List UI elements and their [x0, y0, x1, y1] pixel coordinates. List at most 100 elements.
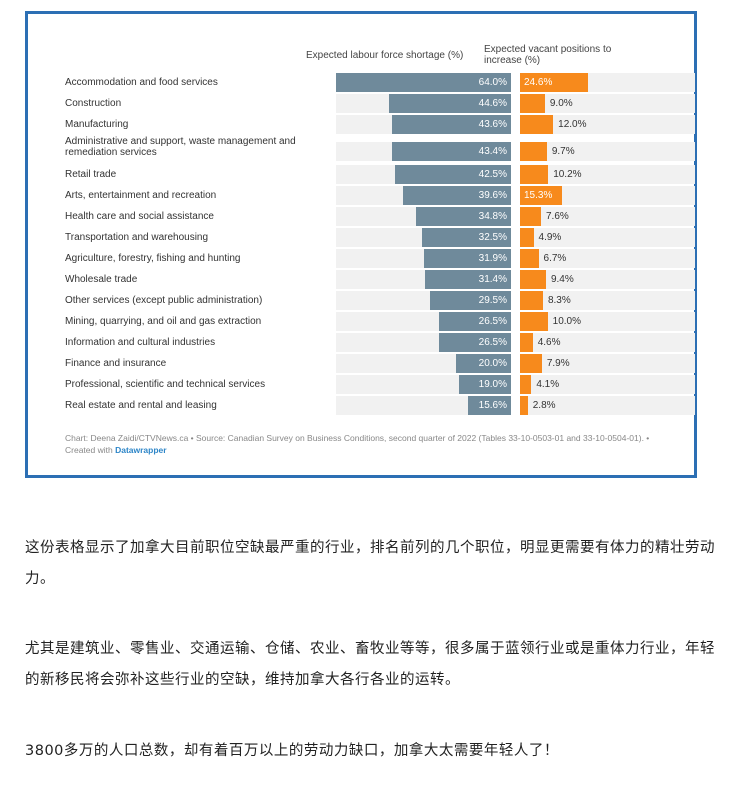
paragraph-1: 这份表格显示了加拿大目前职位空缺最严重的行业，排名前列的几个职位，明显更需要有体… [25, 540, 715, 587]
vacant-track [520, 186, 695, 205]
category-label: Administrative and support, waste manage… [65, 136, 296, 158]
category-label: Construction [65, 98, 122, 109]
paragraph-3: 3800多万的人口总数，却有着百万以上的劳动力缺口，加拿大太需要年轻人了！ [25, 743, 559, 759]
category-label: Professional, scientific and technical s… [65, 379, 266, 390]
vacant-value-label: 4.9% [538, 232, 562, 243]
paragraph-2: 尤其是建筑业、零售业、交通运输、仓储、农业、畜牧业等等，很多属于蓝领行业或是重体… [25, 641, 715, 688]
category-label: Wholesale trade [65, 274, 138, 285]
chart-row: Health care and social assistance 34.8% 7.… [65, 207, 695, 228]
vacant-track [520, 396, 695, 415]
chart-row: Finance and insurance 20.0% 7.9% [65, 354, 695, 375]
category-label: Agriculture, forestry, fishing and hunti… [65, 253, 241, 264]
chart-row: Manufacturing 43.6% 12.0% [65, 115, 695, 136]
vacant-track [520, 165, 695, 184]
shortage-value-label: 43.4% [478, 146, 507, 157]
vacant-bar [520, 333, 533, 352]
vacant-bar [520, 115, 554, 134]
vacant-value-label: 24.6% [524, 77, 553, 88]
vacant-track [520, 354, 695, 373]
category-label: Mining, quarrying, and oil and gas extra… [65, 316, 262, 327]
chart-row: Agriculture, forestry, fishing and hunti… [65, 249, 695, 270]
shortage-value-label: 15.6% [478, 400, 507, 411]
shortage-value-label: 44.6% [478, 98, 507, 109]
shortage-bar [336, 73, 511, 92]
shortage-bar [415, 207, 511, 226]
vacant-bar [520, 228, 534, 247]
vacant-bar [520, 249, 539, 268]
shortage-bar [394, 165, 511, 184]
shortage-value-label: 19.0% [478, 379, 507, 390]
shortage-bar [438, 312, 511, 331]
vacant-track [520, 333, 695, 352]
vacant-bar [520, 94, 545, 113]
vacant-track [520, 94, 695, 113]
shortage-bar [423, 249, 511, 268]
shortage-value-label: 39.6% [478, 190, 507, 201]
vacant-value-label: 4.6% [537, 337, 561, 348]
vacant-track [520, 228, 695, 247]
vacant-bar [520, 186, 563, 205]
footer-text: Chart: Deena Zaidi/CTVNews.ca • Source: … [65, 433, 650, 455]
chart-footer: Chart: Deena Zaidi/CTVNews.ca • Source: … [65, 432, 665, 456]
vacant-value-label: 8.3% [547, 295, 571, 306]
shortage-value-label: 42.5% [478, 169, 507, 180]
shortage-bar [402, 186, 511, 205]
chart-row: Administrative and support, waste manage… [65, 136, 695, 161]
chart-row: Wholesale trade 31.4% 9.4% [65, 270, 695, 291]
vacant-value-label: 10.2% [553, 169, 582, 180]
chart-row: Construction 44.6% 9.0% [65, 94, 695, 115]
datawrapper-link[interactable]: Datawrapper [115, 445, 167, 455]
vacant-value-label: 2.8% [532, 400, 556, 411]
shortage-bar [459, 375, 511, 394]
shortage-value-label: 31.9% [478, 253, 507, 264]
vacant-value-label: 9.7% [551, 146, 575, 157]
category-label: Other services (except public administra… [65, 295, 263, 306]
shortage-bar [468, 396, 511, 415]
vacant-track [520, 207, 695, 226]
chart-frame: Expected labour force shortage (%) Expec… [25, 11, 697, 478]
category-label: Accommodation and food services [65, 77, 218, 88]
vacant-bar [520, 396, 528, 415]
vacant-track [520, 115, 695, 134]
vacant-value-label: 9.0% [549, 98, 573, 109]
chart-row: Other services (except public administra… [65, 291, 695, 312]
shortage-bar [422, 228, 511, 247]
shortage-bar [430, 291, 511, 310]
chart-row: Retail trade 42.5% 10.2% [65, 165, 695, 186]
vacant-bar [520, 312, 548, 331]
vacant-value-label: 7.9% [546, 358, 570, 369]
shortage-column-header: Expected labour force shortage (%) [306, 50, 464, 61]
vacant-column-header: Expected vacant positions to increase (%… [484, 44, 612, 66]
category-label: Transportation and warehousing [65, 232, 209, 243]
vacant-bar [520, 73, 588, 92]
shortage-value-label: 26.5% [478, 337, 507, 348]
vacant-track [520, 291, 695, 310]
vacant-value-label: 15.3% [524, 190, 553, 201]
category-label: Information and cultural industries [65, 337, 216, 348]
shortage-bar [456, 354, 511, 373]
shortage-bar [392, 142, 511, 161]
vacant-value-label: 7.6% [546, 211, 569, 222]
vacant-bar [520, 165, 549, 184]
shortage-value-label: 29.5% [478, 295, 507, 306]
shortage-bar [425, 270, 511, 289]
vacant-track [520, 249, 695, 268]
vacant-bar [520, 207, 541, 226]
shortage-bar [391, 115, 511, 134]
vacant-track [520, 312, 695, 331]
vacant-value-label: 10.0% [552, 316, 581, 327]
shortage-bar [389, 94, 511, 113]
chart-row: Transportation and warehousing 32.5% 4.9% [65, 228, 695, 249]
vacant-track [520, 270, 695, 289]
category-label: Retail trade [65, 169, 117, 180]
shortage-value-label: 34.8% [478, 211, 507, 222]
category-label: Finance and insurance [65, 358, 167, 369]
category-label: Health care and social assistance [65, 211, 214, 222]
shortage-value-label: 20.0% [478, 358, 507, 369]
chart-row: Accommodation and food services 64.0% 24.6… [65, 73, 695, 94]
vacant-value-label: 9.4% [550, 274, 574, 285]
vacant-bar [520, 142, 547, 161]
category-label: Arts, entertainment and recreation [65, 190, 217, 201]
vacant-bar [520, 291, 543, 310]
shortage-value-label: 43.6% [478, 119, 507, 130]
